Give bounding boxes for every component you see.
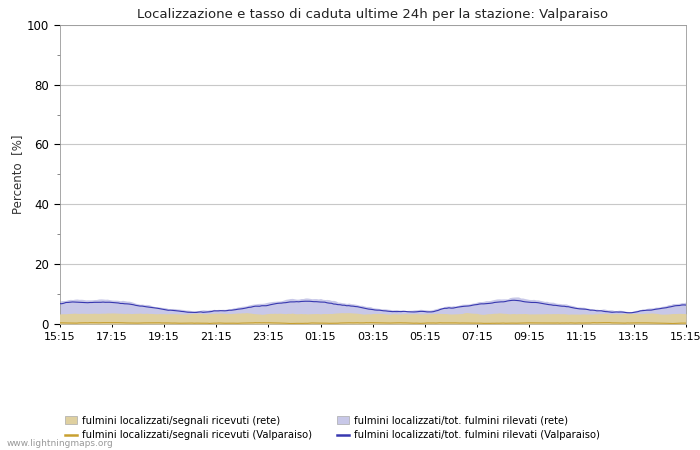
Legend: fulmini localizzati/segnali ricevuti (rete), fulmini localizzati/segnali ricevut: fulmini localizzati/segnali ricevuti (re… [64,415,599,441]
Text: www.lightningmaps.org: www.lightningmaps.org [7,439,113,448]
Title: Localizzazione e tasso di caduta ultime 24h per la stazione: Valparaiso: Localizzazione e tasso di caduta ultime … [137,8,608,21]
Y-axis label: Percento  [%]: Percento [%] [11,135,24,214]
